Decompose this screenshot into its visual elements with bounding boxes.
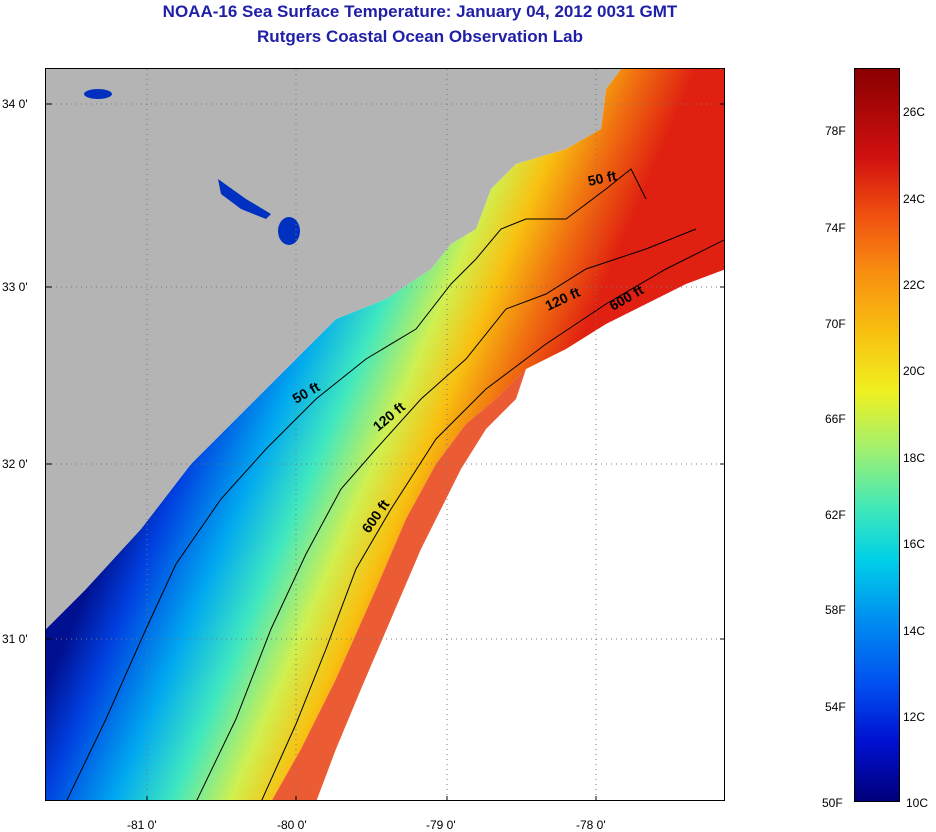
colorbar-c-16: 16C — [903, 537, 926, 551]
isobath-lines — [66, 168, 724, 800]
isobath-120ft — [196, 228, 697, 800]
colorbar-c-12: 12C — [903, 710, 926, 724]
lon-label-79: -79 0' — [426, 818, 456, 832]
isobath-50ft — [66, 168, 647, 800]
isobath-label-50ft-north: 50 ft — [586, 167, 618, 189]
sst-map-canvas: 50 ft 50 ft 120 ft 120 ft 600 ft 600 ft — [46, 69, 724, 800]
colorbar-f-62: 62F — [825, 508, 846, 522]
lat-label-31: 31 0' — [2, 632, 28, 646]
inland-lake — [278, 217, 300, 245]
colorbar-f-66: 66F — [825, 412, 846, 426]
colorbar-f-58: 58F — [825, 603, 846, 617]
colorbar-f-54: 54F — [825, 700, 846, 714]
lon-label-80: -80 0' — [277, 818, 307, 832]
lat-label-33: 33 0' — [2, 280, 28, 294]
graticule — [46, 69, 724, 800]
lon-label-81: -81 0' — [127, 818, 157, 832]
colorbar-c-18: 18C — [903, 451, 926, 465]
inland-lake — [218, 179, 271, 219]
inland-lake — [84, 89, 112, 99]
colorbar-c-22: 22C — [903, 278, 926, 292]
isobath-600ft — [261, 239, 724, 800]
colorbar-f-70: 70F — [825, 317, 846, 331]
map-title: NOAA-16 Sea Surface Temperature: January… — [162, 2, 678, 21]
colorbar-c-14: 14C — [903, 624, 926, 638]
shelf-edge-warm-band — [272, 369, 526, 800]
tick-marks — [46, 103, 724, 800]
colorbar-f-74: 74F — [825, 221, 846, 235]
lon-label-78: -78 0' — [576, 818, 606, 832]
map-subtitle: Rutgers Coastal Ocean Observation Lab — [257, 27, 583, 46]
colorbar-c-24: 24C — [903, 192, 926, 206]
colorbar-f-50: 50F — [822, 796, 843, 810]
temperature-colorbar — [854, 68, 900, 802]
colorbar-c-20: 20C — [903, 364, 926, 378]
land — [46, 69, 621, 629]
shelf-water — [46, 69, 724, 800]
colorbar-f-78: 78F — [825, 124, 846, 138]
lat-label-34: 34 0' — [2, 97, 28, 111]
sst-map: 50 ft 50 ft 120 ft 120 ft 600 ft 600 ft — [45, 68, 725, 801]
colorbar-c-10: 10C — [906, 796, 929, 810]
lat-label-32: 32 0' — [2, 457, 28, 471]
colorbar-c-26: 26C — [903, 105, 926, 119]
